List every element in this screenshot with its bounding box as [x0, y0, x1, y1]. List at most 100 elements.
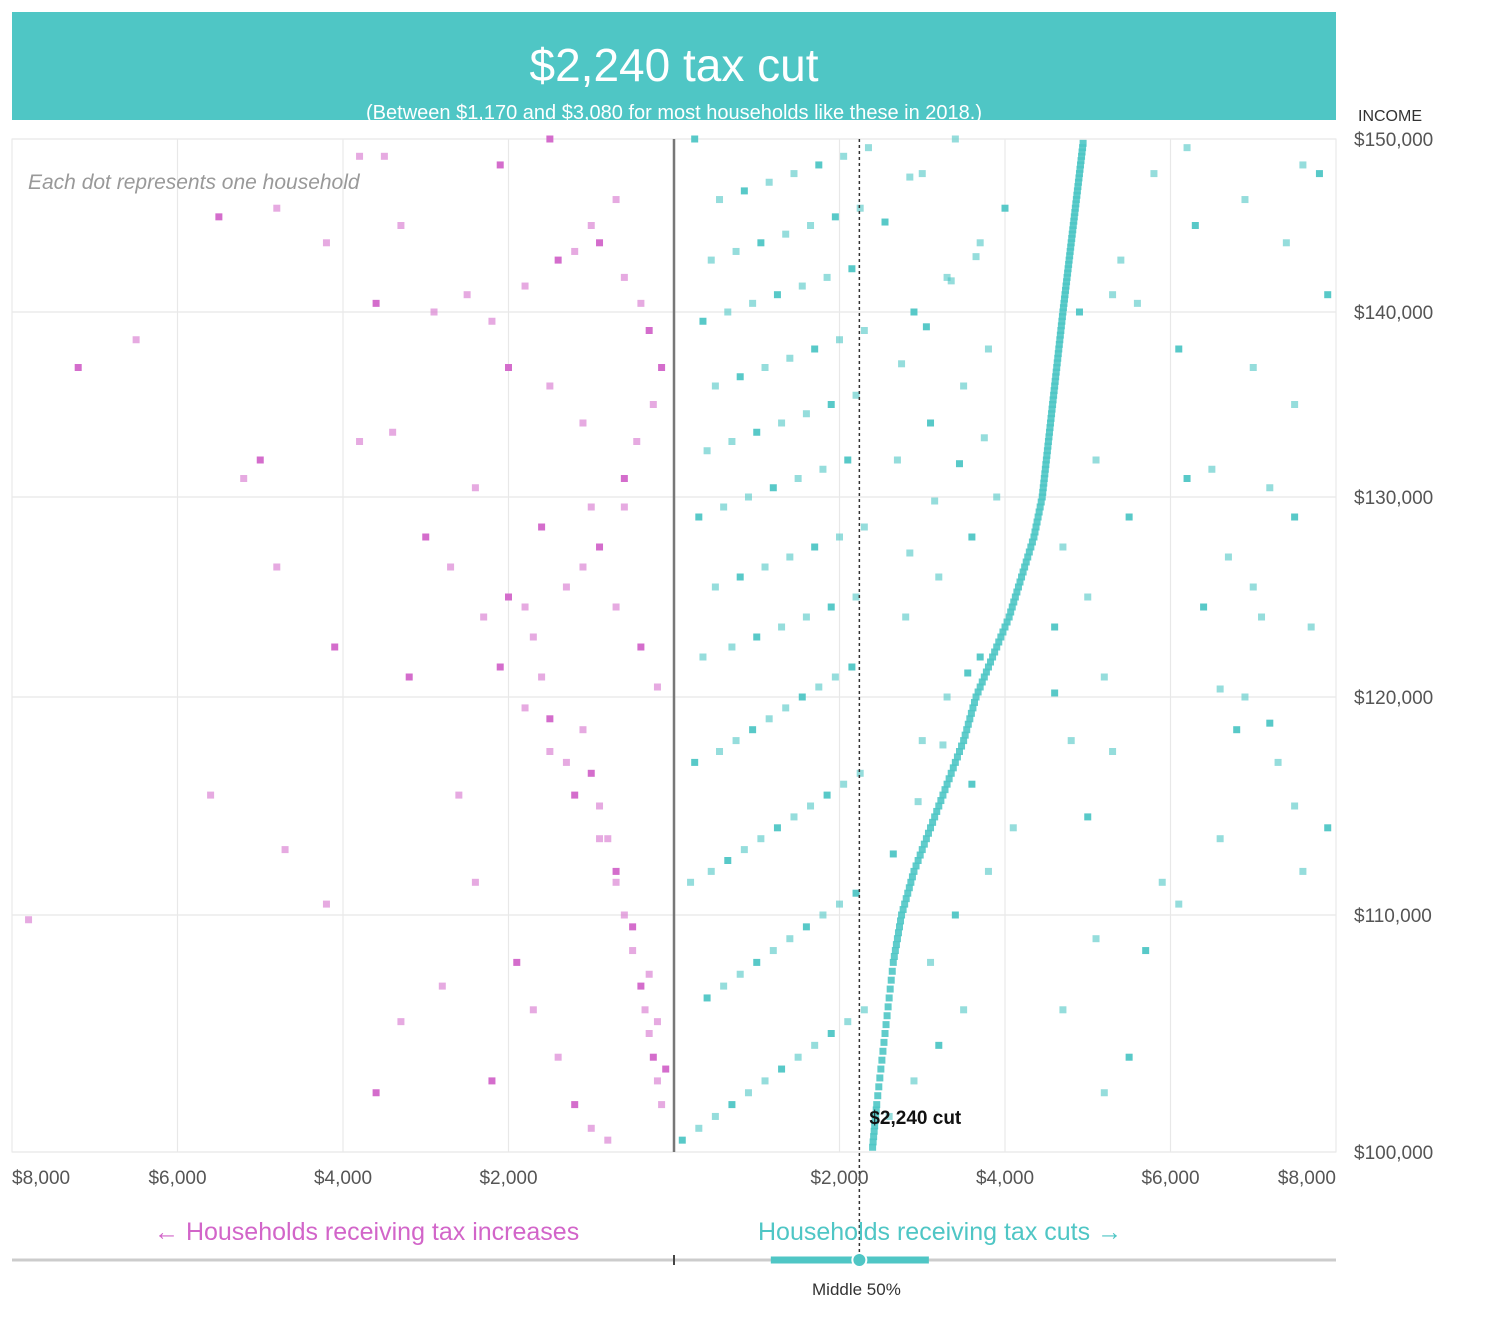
- trend-dot: [999, 628, 1007, 636]
- trend-dot: [989, 653, 997, 661]
- middle-50-range: [12, 1252, 1336, 1268]
- trend-dot: [1030, 533, 1038, 541]
- trend-dot: [974, 688, 982, 696]
- cut-dot: [836, 533, 843, 541]
- increase-dot: [538, 673, 546, 681]
- cut-dot: [798, 282, 806, 290]
- cut-dot: [724, 308, 732, 316]
- trend-dot: [1072, 200, 1080, 208]
- increase-dot: [562, 583, 570, 591]
- trend-dot: [897, 917, 905, 925]
- cut-dot: [976, 239, 984, 247]
- x-tick-label: $8,000: [12, 1168, 70, 1189]
- cut-dot: [815, 683, 823, 691]
- increase-dot: [273, 204, 281, 212]
- title-banner: $2,240 tax cut (Between $1,170 and $3,08…: [12, 12, 1336, 124]
- cut-dot: [1059, 543, 1067, 551]
- cut-dot: [960, 382, 968, 390]
- trend-dot: [869, 1138, 877, 1146]
- x-tick-label: $6,000: [1141, 1168, 1199, 1189]
- cut-dot: [984, 345, 992, 353]
- trend-dot: [1076, 165, 1084, 173]
- increase-dot: [496, 663, 504, 671]
- trend-dot: [1067, 243, 1075, 251]
- trend-dot: [1059, 304, 1067, 312]
- cut-dot: [968, 780, 976, 788]
- trend-dot: [1073, 191, 1081, 199]
- trend-dot: [1057, 322, 1065, 330]
- cut-dot: [707, 867, 715, 875]
- cut-dot: [968, 533, 976, 541]
- increase-dot: [645, 327, 653, 334]
- cut-dot: [1001, 204, 1009, 212]
- trend-dot: [878, 1056, 886, 1064]
- trend-dot: [904, 889, 912, 897]
- cut-dot: [1084, 813, 1092, 821]
- y-tick-label: $120,000: [1354, 688, 1433, 709]
- trend-dot: [1050, 387, 1058, 395]
- cut-dot: [836, 336, 843, 344]
- trend-dot: [1024, 553, 1032, 561]
- trend-dot: [947, 769, 955, 777]
- increase-dot: [488, 1077, 496, 1085]
- cut-dot: [740, 187, 748, 195]
- trend-dot: [1037, 498, 1045, 506]
- trend-dot: [887, 976, 895, 984]
- cut-dot: [1059, 1006, 1067, 1014]
- increase-dot: [471, 484, 479, 492]
- cut-dot: [831, 213, 839, 221]
- trend-dot: [1066, 252, 1074, 260]
- cut-dot: [716, 196, 724, 204]
- trend-dot: [1054, 350, 1062, 358]
- trend-dot: [888, 967, 896, 975]
- trend-dot: [874, 1092, 882, 1100]
- trend-dot: [1062, 282, 1070, 290]
- trend-dot: [872, 1106, 880, 1114]
- axis-labels: $100,000 $110,000 $120,000 $130,000 $140,000…: [12, 130, 1433, 1189]
- x-tick-label: $6,000: [148, 1168, 206, 1189]
- cut-dot: [802, 923, 810, 931]
- trend-dot: [1022, 558, 1030, 566]
- cut-dot: [807, 222, 815, 229]
- increase-dot: [612, 196, 620, 204]
- trend-dot: [1079, 144, 1087, 152]
- reference-lines: [672, 139, 861, 1262]
- cut-dot: [757, 239, 765, 247]
- cut-dot: [856, 769, 864, 777]
- trend-dot: [1070, 213, 1078, 221]
- trend-dot: [929, 818, 937, 826]
- cut-dot: [753, 633, 761, 641]
- trend-dot: [1018, 573, 1026, 581]
- chart-title: $2,240 tax cut: [529, 39, 819, 91]
- trend-dot: [1001, 623, 1009, 631]
- increase-dot: [612, 603, 620, 611]
- trend-dot: [870, 1133, 878, 1141]
- trend-dot: [1039, 484, 1047, 492]
- trend-dot: [1054, 354, 1062, 362]
- trend-dot: [884, 1003, 892, 1011]
- trend-dot: [960, 737, 968, 745]
- trend-dot: [916, 851, 924, 859]
- trend-dot: [1045, 433, 1053, 441]
- x-tick-label: $2,000: [810, 1168, 868, 1189]
- trend-dot: [1053, 359, 1061, 367]
- trend-dot: [1075, 174, 1083, 182]
- trend-dot: [914, 857, 922, 864]
- increase-dot: [463, 291, 471, 299]
- increase-dot: [422, 533, 430, 541]
- cut-dot: [1216, 685, 1224, 693]
- increase-dot: [397, 222, 405, 229]
- increase-dot: [529, 1006, 537, 1014]
- trend-dot: [1035, 508, 1043, 516]
- cut-dot: [840, 152, 848, 160]
- trend-dot: [1060, 295, 1068, 303]
- cut-dot: [695, 513, 703, 521]
- cut-dot: [765, 715, 773, 723]
- cut-dot: [811, 1041, 819, 1049]
- trend-dot: [1033, 518, 1041, 526]
- increase-dot: [596, 543, 604, 551]
- cut-dot: [860, 327, 868, 334]
- trend-dot: [1064, 269, 1072, 277]
- trend-dot: [1010, 598, 1018, 606]
